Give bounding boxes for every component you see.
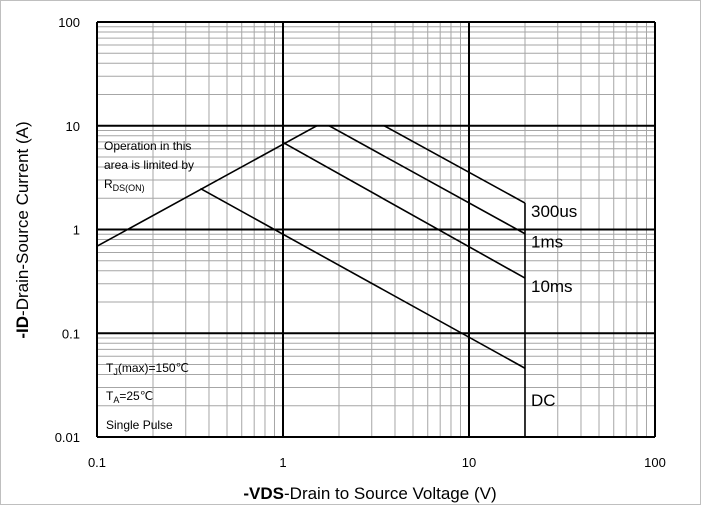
x-tick-label: 1 [279, 455, 286, 470]
annotation: TA=25℃ [106, 389, 153, 405]
series-line [96, 124, 385, 247]
series-label: 1ms [531, 233, 563, 252]
y-tick-label: 100 [58, 15, 80, 30]
series-label: DC [531, 391, 556, 410]
series-line [328, 125, 526, 235]
series-line [282, 141, 526, 279]
annotation: Single Pulse [106, 418, 173, 432]
x-tick-label: 100 [644, 455, 666, 470]
annotation: area is limited by [104, 158, 194, 172]
series-lines [96, 124, 526, 437]
y-axis-title: -ID-Drain-Source Current (A) [13, 121, 32, 338]
y-tick-label: 10 [66, 119, 80, 134]
series-line [200, 187, 526, 369]
x-tick-label: 10 [462, 455, 476, 470]
annotation: RDS(ON) [104, 177, 145, 193]
series-label: 10ms [531, 277, 573, 296]
y-tick-label: 0.1 [62, 326, 80, 341]
x-axis-title: -VDS-Drain to Source Voltage (V) [243, 484, 496, 503]
annotation: TJ(max)=150℃ [106, 361, 189, 377]
series-label: 300us [531, 202, 577, 221]
annotation: Operation in this [104, 139, 191, 153]
y-tick-label: 0.01 [55, 430, 80, 445]
grid [96, 21, 656, 438]
x-tick-label: 0.1 [88, 455, 106, 470]
series-line [383, 125, 526, 204]
y-tick-label: 1 [73, 223, 80, 238]
